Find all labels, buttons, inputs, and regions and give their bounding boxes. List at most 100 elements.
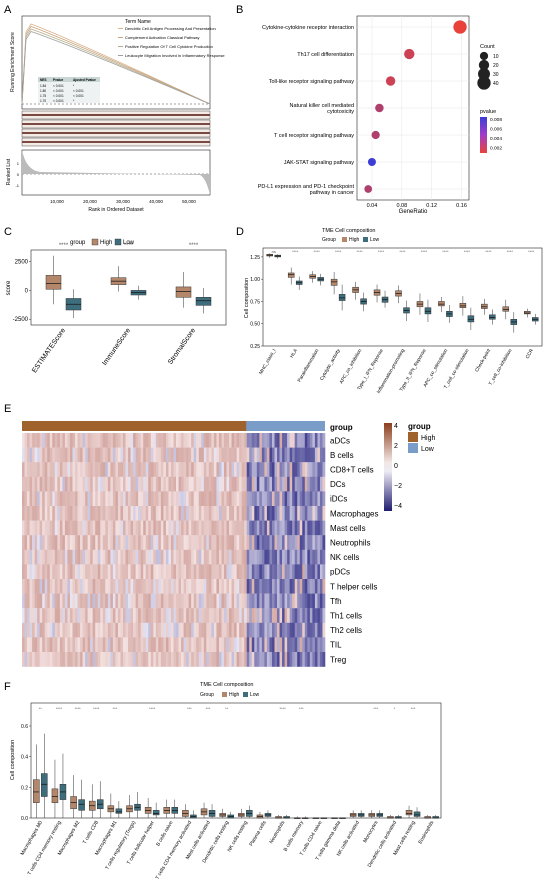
- heatmap-cell: [218, 637, 222, 653]
- heatmap-cell: [302, 520, 306, 536]
- heatmap-cell: [32, 637, 35, 653]
- heatmap-cell: [251, 622, 255, 638]
- heatmap-cell: [307, 593, 311, 609]
- heatmap-cell: [266, 652, 270, 667]
- box-high: [502, 306, 510, 312]
- heatmap-cell: [27, 535, 30, 550]
- heatmap-cell: [271, 520, 275, 536]
- heatmap-cell: [206, 637, 210, 653]
- heatmap-cell: [234, 608, 237, 623]
- heatmap-cell: [229, 462, 232, 477]
- heatmap-cell: [64, 593, 68, 609]
- heatmap-cell: [87, 491, 91, 507]
- heatmap-cell: [34, 564, 38, 580]
- heatmap-cell: [181, 652, 184, 667]
- heatmap-cell: [289, 506, 293, 521]
- heatmap-cell: [22, 447, 25, 463]
- heatmap-cell: [284, 593, 288, 609]
- heatmap-cell: [107, 476, 111, 492]
- heatmap-cell: [206, 579, 210, 594]
- f-xlabel: Neutrophils: [268, 820, 286, 845]
- heatmap-cell: [27, 491, 30, 507]
- heatmap-cell: [302, 652, 306, 667]
- heatmap-cell: [77, 491, 81, 507]
- heatmap-cell: [191, 652, 194, 667]
- heatmap-cell: [77, 652, 81, 667]
- heatmap-cell: [97, 622, 101, 638]
- heatmap-cell: [92, 564, 96, 580]
- heatmap-cell: [123, 506, 126, 521]
- heatmap-cell: [302, 535, 306, 550]
- heatmap-cell: [176, 476, 179, 492]
- box-high: [51, 788, 59, 803]
- heatmap-cell: [188, 462, 192, 477]
- heatmap-cell: [59, 593, 63, 609]
- heatmap-cell: [322, 622, 326, 638]
- heatmap-cell: [77, 637, 81, 653]
- heatmap-cell: [241, 462, 245, 477]
- heatmap-cell: [203, 579, 207, 594]
- gsea-ranked-ytick-1: 1: [17, 161, 20, 166]
- heatmap-cell: [170, 622, 174, 638]
- heatmap-cell: [186, 491, 189, 507]
- heatmap-cell: [203, 593, 207, 609]
- heatmap-cell: [135, 579, 139, 594]
- heatmap-cell: [203, 491, 207, 507]
- heatmap-cell: [123, 637, 126, 653]
- heatmap-cell: [254, 535, 258, 550]
- heatmap-cell: [90, 608, 93, 623]
- heatmap-cell: [64, 564, 68, 580]
- heatmap-cell: [42, 491, 46, 507]
- heatmap-cell: [203, 433, 207, 448]
- heatmap-cell: [75, 447, 78, 463]
- heatmap-cell: [284, 433, 288, 448]
- f-yaxis: 0.60.40.20.0: [21, 724, 31, 822]
- heatmap-cell: [287, 447, 290, 463]
- heatmap-cell: [198, 520, 202, 536]
- heatmap-cell: [32, 520, 35, 536]
- heatmap-cell: [229, 593, 232, 609]
- heatmap-cell: [47, 476, 51, 492]
- heatmap-cell: [211, 462, 215, 477]
- heatmap-cell: [59, 564, 63, 580]
- heatmap-cell: [206, 549, 210, 565]
- heatmap-cell: [261, 564, 265, 580]
- heatmap-cell: [266, 506, 270, 521]
- heatmap-cell: [92, 637, 96, 653]
- heatmap-cell: [165, 622, 169, 638]
- heatmap-cell: [259, 564, 263, 580]
- heatmap-cell: [123, 608, 126, 623]
- heatmap-cell: [208, 476, 212, 492]
- heatmap-cell: [211, 652, 215, 667]
- heatmap-cell: [322, 447, 326, 463]
- heatmap-cell: [80, 564, 83, 580]
- heatmap-cell: [140, 520, 144, 536]
- heatmap-cell: [176, 652, 179, 667]
- heatmap-cell: [292, 433, 295, 448]
- heatmap-cell: [120, 447, 124, 463]
- heatmap-cell: [224, 462, 227, 477]
- heatmap-cell: [39, 549, 43, 565]
- heatmap-cell: [241, 433, 245, 448]
- heatmap-cell: [322, 637, 326, 653]
- heatmap-cell: [181, 447, 184, 463]
- heatmap-cell: [188, 535, 192, 550]
- heatmap-cell: [266, 462, 270, 477]
- gsea-table-header-bg: [38, 77, 100, 82]
- heatmap-cell: [22, 622, 25, 638]
- heatmap-cell: [231, 579, 235, 594]
- ytick-label: 0.50: [250, 322, 260, 328]
- f-signif: ****: [149, 706, 156, 711]
- heatmap-cell: [234, 462, 237, 477]
- heatmap-cell: [292, 564, 295, 580]
- ytick-label: 0.2: [21, 785, 28, 791]
- heatmap-colorbar: [384, 423, 392, 511]
- heatmap-cell: [314, 564, 318, 580]
- heatmap-cell: [77, 593, 81, 609]
- heatmap-cell: [208, 652, 212, 667]
- heatmap-cell: [256, 506, 260, 521]
- heatmap-cell: [120, 593, 124, 609]
- heatmap-cell: [143, 549, 147, 565]
- heatmap-cell: [206, 564, 210, 580]
- heatmap-cell: [279, 535, 283, 550]
